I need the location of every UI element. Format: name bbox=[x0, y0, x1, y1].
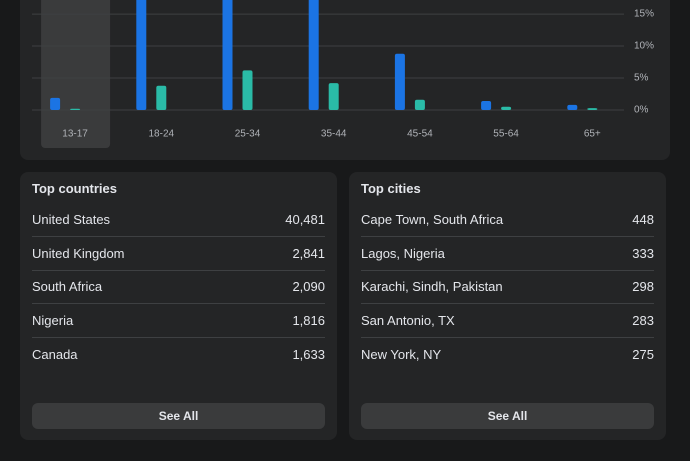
bar bbox=[481, 101, 492, 110]
row-label: South Africa bbox=[32, 279, 103, 295]
y-tick-label: 10% bbox=[634, 41, 654, 52]
row-value: 283 bbox=[632, 313, 654, 329]
bar bbox=[136, 0, 147, 110]
row-value: 275 bbox=[632, 346, 654, 362]
bar bbox=[70, 108, 81, 110]
bar bbox=[242, 70, 253, 110]
see-all-button[interactable]: See All bbox=[32, 403, 325, 429]
bars bbox=[50, 0, 598, 110]
bar bbox=[308, 0, 319, 110]
highlight bbox=[41, 0, 111, 148]
bar bbox=[587, 108, 598, 110]
bar bbox=[222, 0, 233, 110]
y-tick-label: 0% bbox=[634, 105, 649, 116]
bar bbox=[567, 104, 578, 110]
row-label: Canada bbox=[32, 346, 78, 362]
row-value: 298 bbox=[632, 279, 654, 295]
list-row: United States 40,481 bbox=[32, 203, 325, 237]
bar bbox=[328, 83, 339, 110]
row-value: 2,841 bbox=[292, 245, 325, 261]
bar bbox=[501, 106, 512, 110]
bar bbox=[50, 97, 61, 110]
bar bbox=[156, 85, 167, 110]
cities-card: Top cities Cape Town, South Africa 448 Lago… bbox=[349, 172, 666, 440]
y-tick-label: 15% bbox=[634, 9, 654, 20]
row-value: 448 bbox=[632, 212, 654, 227]
x-tick-label: 25-34 bbox=[235, 129, 261, 140]
row-value: 1,816 bbox=[292, 313, 325, 329]
card-title: Top countries bbox=[32, 181, 117, 196]
row-label: San Antonio, TX bbox=[361, 313, 455, 329]
list-row: Nigeria 1,816 bbox=[32, 304, 325, 339]
list-row: Lagos, Nigeria 333 bbox=[361, 237, 654, 271]
x-tick-label: 13-17 bbox=[62, 129, 88, 140]
row-label: United States bbox=[32, 212, 111, 227]
row-label: Karachi, Sindh, Pakistan bbox=[361, 279, 503, 295]
bar bbox=[394, 53, 405, 110]
x-tick-label: 65+ bbox=[584, 129, 601, 140]
x-tick-label: 45-54 bbox=[407, 129, 433, 140]
row-value: 40,481 bbox=[285, 212, 325, 227]
row-label: Nigeria bbox=[32, 313, 74, 329]
list-row: Cape Town, South Africa 448 bbox=[361, 203, 654, 237]
see-all-button[interactable]: See All bbox=[361, 403, 654, 429]
row-value: 2,090 bbox=[292, 279, 325, 295]
bar bbox=[414, 99, 425, 110]
row-label: New York, NY bbox=[361, 346, 442, 362]
chart: 0% 5% 10% 15% 13-17 18-24 25-34 35-44 45-54 55-64… bbox=[32, 0, 654, 148]
list-row: New York, NY 275 bbox=[361, 338, 654, 371]
row-label: Lagos, Nigeria bbox=[361, 245, 445, 261]
x-tick-label: 35-44 bbox=[321, 129, 347, 140]
list-row: Karachi, Sindh, Pakistan 298 bbox=[361, 270, 654, 305]
row-label: United Kingdom bbox=[32, 245, 125, 261]
row-value: 1,633 bbox=[292, 346, 325, 362]
list-row: Canada 1,633 bbox=[32, 338, 325, 371]
row-label: Cape Town, South Africa bbox=[361, 212, 504, 227]
list-row: South Africa 2,090 bbox=[32, 270, 325, 305]
x-tick-label: 18-24 bbox=[149, 129, 175, 140]
x-tick-label: 55-64 bbox=[493, 129, 519, 140]
chart-card bbox=[20, 0, 670, 160]
card-title: Top cities bbox=[361, 181, 421, 196]
list-row: San Antonio, TX 283 bbox=[361, 304, 654, 339]
countries-card: Top countries United States 40,481 United K… bbox=[20, 172, 337, 440]
row-value: 333 bbox=[632, 245, 654, 261]
y-tick-label: 5% bbox=[634, 73, 649, 84]
list-row: United Kingdom 2,841 bbox=[32, 237, 325, 271]
